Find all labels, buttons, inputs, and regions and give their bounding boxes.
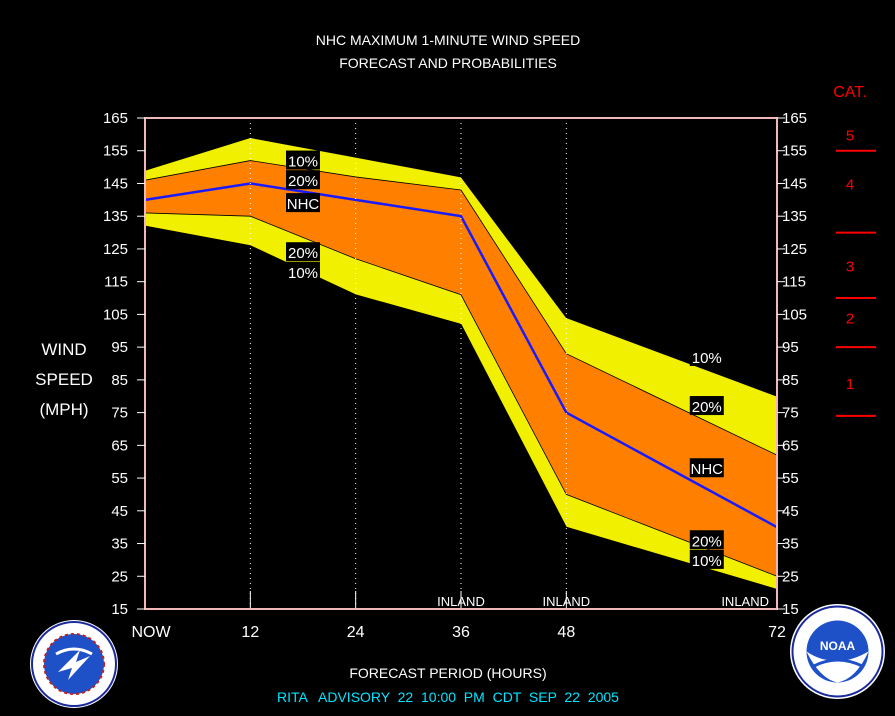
x-tick-label: NOW — [131, 624, 171, 641]
y-tick-label-left: 75 — [111, 405, 128, 422]
series-label-box — [286, 193, 320, 213]
series-label: NHC — [287, 196, 320, 213]
category-scale: 5 4 3 2 1 — [836, 127, 876, 417]
y-tick-label-right: 25 — [782, 568, 799, 585]
series-label-box — [689, 346, 724, 366]
category-label: 5 — [846, 127, 854, 144]
x-tick-label: 36 — [452, 624, 470, 641]
y-tick-label-left: 85 — [111, 372, 128, 389]
y-tick-label-right: 165 — [782, 110, 807, 127]
series-label: 10% — [288, 154, 318, 171]
series-label-box — [689, 458, 724, 478]
y-tick-label-right: 85 — [782, 372, 799, 389]
inland-label: INLAND — [721, 594, 769, 609]
series-label-box — [286, 150, 320, 170]
x-tick-label: 12 — [241, 624, 259, 641]
y-tick-label-left: 135 — [103, 208, 128, 225]
y-tick-label-left: 95 — [111, 339, 128, 356]
y-tick-label-right: 145 — [782, 175, 807, 192]
category-label: 2 — [846, 311, 854, 328]
y-tick-label-right: 135 — [782, 208, 807, 225]
y-axis-label-wind: WIND — [41, 340, 86, 359]
nws-seal-icon — [30, 620, 118, 708]
y-tick-label-right: 155 — [782, 143, 807, 160]
series-label-box — [286, 170, 320, 190]
category-label: 1 — [846, 376, 854, 393]
x-tick-label: 24 — [347, 624, 365, 641]
series-label: 20% — [692, 399, 722, 416]
series-label: 10% — [692, 350, 722, 367]
y-tick-label-left: 45 — [111, 503, 128, 520]
y-tick-label-right: 75 — [782, 405, 799, 422]
series-label-box — [286, 261, 320, 281]
series-label-box — [689, 549, 724, 569]
y-tick-label-left: 15 — [111, 601, 128, 618]
y-tick-label-left: 145 — [103, 175, 128, 192]
y-tick-label-left: 55 — [111, 470, 128, 487]
plot-area: 15 15 25 25 35 35 45 45 55 55 65 65 75 75 85 85 95 95 105 1… — [103, 110, 807, 641]
chart-title-line1: NHC MAXIMUM 1-MINUTE WIND SPEED — [316, 32, 580, 48]
category-label: 3 — [846, 258, 854, 275]
y-tick-label-left: 115 — [104, 274, 128, 291]
series-label-box — [689, 530, 724, 550]
series-label-box — [286, 242, 320, 262]
y-tick-label-left: 25 — [111, 568, 128, 585]
y-tick-label-right: 65 — [782, 437, 799, 454]
advisory-text: RITA ADVISORY 22 10:00 PM CDT SEP 22 200… — [277, 689, 619, 705]
series-label: 10% — [692, 553, 722, 570]
series-line-3 — [144, 212, 778, 577]
y-tick-label-right: 35 — [782, 536, 799, 553]
y-tick-label-right: 55 — [782, 470, 799, 487]
y-tick-label-right: 125 — [782, 241, 807, 258]
svg-text:NOAA: NOAA — [820, 639, 856, 653]
y-tick-label-left: 35 — [111, 536, 128, 553]
y-tick-label-right: 105 — [782, 306, 807, 323]
series-line-4 — [144, 225, 778, 590]
y-tick-label-left: 105 — [103, 306, 128, 323]
y-axis-label-speed: SPEED — [35, 370, 93, 389]
x-axis-label: FORECAST PERIOD (HOURS) — [349, 665, 546, 681]
inland-label: INLAND — [437, 594, 485, 609]
y-tick-label-left: 155 — [103, 143, 128, 160]
series-label: 20% — [288, 245, 318, 262]
series-label: NHC — [691, 461, 724, 478]
x-tick-label: 72 — [768, 624, 786, 641]
y-tick-label-right: 15 — [782, 601, 799, 618]
band-20-percent — [145, 160, 777, 577]
category-header: CAT. — [833, 84, 866, 101]
series-label: 20% — [288, 173, 318, 190]
y-tick-label-right: 115 — [782, 274, 806, 291]
plot-frame — [144, 117, 778, 610]
series-line-nhc — [144, 182, 778, 529]
y-tick-label-right: 45 — [782, 503, 799, 520]
series-label: 20% — [692, 533, 722, 550]
y-tick-label-left: 165 — [103, 110, 128, 127]
y-tick-label-right: 95 — [782, 339, 799, 356]
series-label-box — [689, 396, 724, 416]
noaa-seal-icon: NOAA — [790, 604, 885, 699]
inland-label: INLAND — [542, 594, 590, 609]
category-label: 4 — [846, 176, 854, 193]
chart-title-line2: FORECAST AND PROBABILITIES — [339, 55, 557, 71]
x-tick-label: 48 — [557, 624, 575, 641]
series-label: 10% — [288, 265, 318, 282]
series-line-1 — [144, 160, 778, 456]
y-axis-label-units: (MPH) — [39, 400, 88, 419]
y-tick-label-left: 125 — [103, 241, 128, 258]
series-line-0 — [144, 137, 778, 397]
y-tick-label-left: 65 — [111, 437, 128, 454]
